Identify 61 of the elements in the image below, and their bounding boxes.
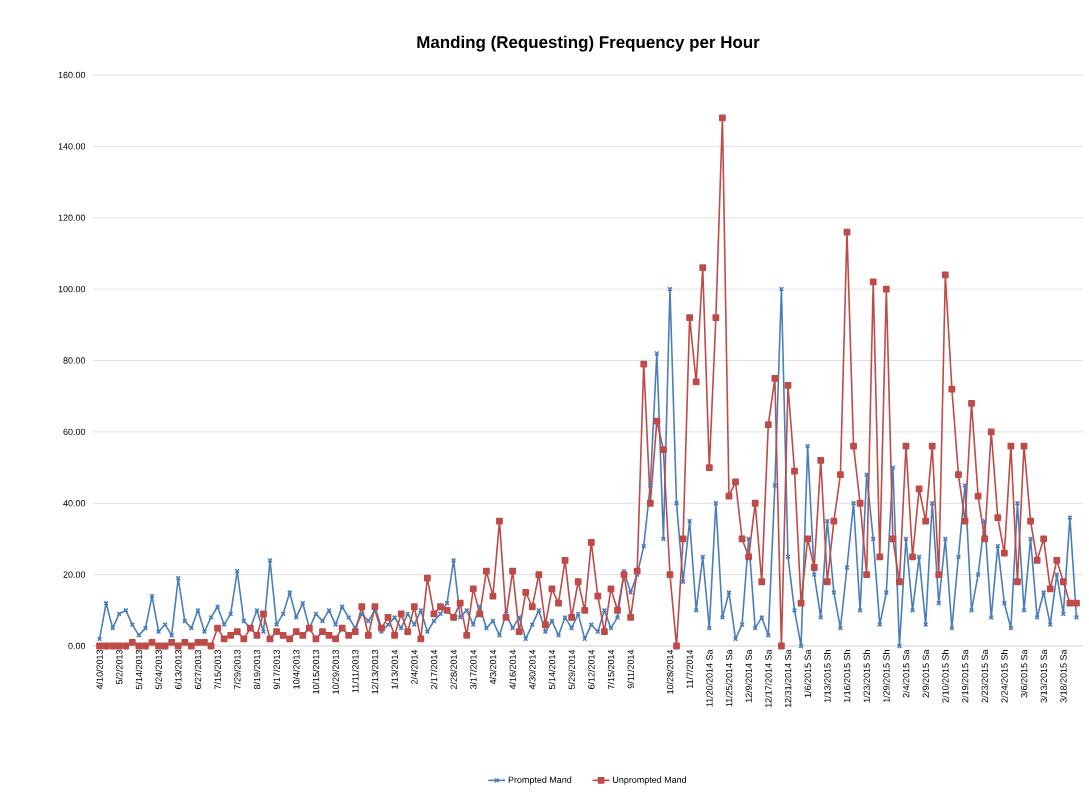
x-tick-label: 3/18/2015 Sa: [1060, 649, 1067, 703]
x-tick-label: 2/4/2014: [410, 649, 418, 684]
x-tick-label: 11/25/2014 Sa: [725, 649, 733, 707]
x-tick-label: 5/24/2013: [155, 649, 162, 690]
x-tick-label: 1/23/2015 Sh: [863, 650, 870, 703]
y-tick-label: 40.00: [63, 500, 86, 507]
x-tick-label: 2/19/2015 Sa: [961, 649, 969, 703]
x-tick-label: 10/28/2014: [666, 649, 674, 694]
x-tick-label: 3/17/2014: [469, 649, 477, 690]
x-tick-label: 3/13/2015 Sa: [1040, 649, 1047, 703]
x-tick-label: 4/16/2014: [509, 649, 516, 690]
x-tick-label: 1/13/2014: [391, 649, 398, 689]
x-tick-label: 10/4/2013: [292, 649, 300, 689]
x-tick-label: 6/27/2013: [194, 649, 202, 689]
y-tick-label: 140.00: [58, 143, 86, 150]
x-tick-label: 2/17/2014: [430, 649, 438, 689]
x-tick-label: 2/24/2015 Sh: [1001, 650, 1008, 703]
x-tick-label: 1/16/2015 Sh: [843, 650, 851, 703]
x-tick-label: 4/30/2014: [528, 649, 536, 690]
y-tick-label: 100.00: [58, 285, 86, 293]
y-tick-label: 80.00: [63, 357, 86, 364]
x-tick-label: 1/13/2015 Sh: [824, 650, 831, 703]
x-tick-label: 10/15/2013: [312, 649, 320, 694]
x-tick-label: 12/13/2013: [371, 649, 379, 694]
x-tick-label: 7/15/2014: [607, 649, 615, 689]
x-tick-label: 7/15/2013: [214, 649, 221, 689]
x-tick-label: 5/29/2014: [568, 649, 575, 690]
x-tick-label: 4/3/2014: [489, 649, 497, 685]
x-tick-label: 5/14/2014: [548, 649, 556, 690]
chart-title: Manding (Requesting) Frequency per Hour: [417, 35, 760, 52]
x-tick-label: 1/29/2015 Sh: [883, 650, 890, 703]
x-tick-label: 9/11/2014: [627, 649, 634, 689]
x-tick-label: 2/28/2014: [450, 649, 457, 689]
y-tick-label: 160.00: [58, 71, 86, 79]
x-tick-label: 11/20/2014 Sa: [706, 649, 713, 707]
x-tick-label: 2/23/2015 Sa: [981, 649, 988, 703]
x-tick-label: 7/29/2013: [233, 649, 241, 689]
x-tick-label: 2/4/2015 Sa: [902, 649, 910, 698]
x-tick-label: 1/6/2015 Sa: [804, 649, 811, 698]
x-tick-label: 6/13/2013: [174, 649, 182, 689]
x-tick-label: 12/31/2014 Sa: [784, 649, 792, 708]
x-tick-label: 2/10/2015 Sh: [942, 650, 949, 703]
x-tick-label: 11/11/2013: [351, 649, 359, 693]
y-tick-label: 120.00: [58, 214, 86, 221]
y-tick-label: 60.00: [63, 428, 86, 436]
x-tick-label: 8/19/2013: [253, 649, 261, 690]
y-tick-label: 20.00: [63, 571, 86, 578]
legend-label: Prompted Mand: [508, 776, 572, 785]
x-tick-label: 6/12/2014: [587, 649, 595, 689]
x-tick-label: 2/9/2015 Sa: [922, 649, 929, 698]
x-tick-label: 12/17/2014 Sa: [765, 649, 772, 708]
x-tick-label: 9/17/2013: [273, 649, 280, 689]
x-tick-label: 10/29/2013: [332, 649, 339, 694]
y-tick-label: 0.00: [68, 642, 86, 650]
legend-label: Unprompted Mand: [613, 776, 687, 785]
x-tick-label: 5/2/2013: [115, 649, 123, 685]
x-tick-label: 4/10/2013: [96, 649, 103, 690]
x-tick-label: 11/7/2014: [686, 649, 693, 689]
x-tick-label: 12/9/2014 Sa: [745, 649, 752, 703]
x-tick-label: 3/6/2015 Sa: [1020, 649, 1028, 698]
x-tick-label: 5/14/2013: [135, 649, 143, 690]
